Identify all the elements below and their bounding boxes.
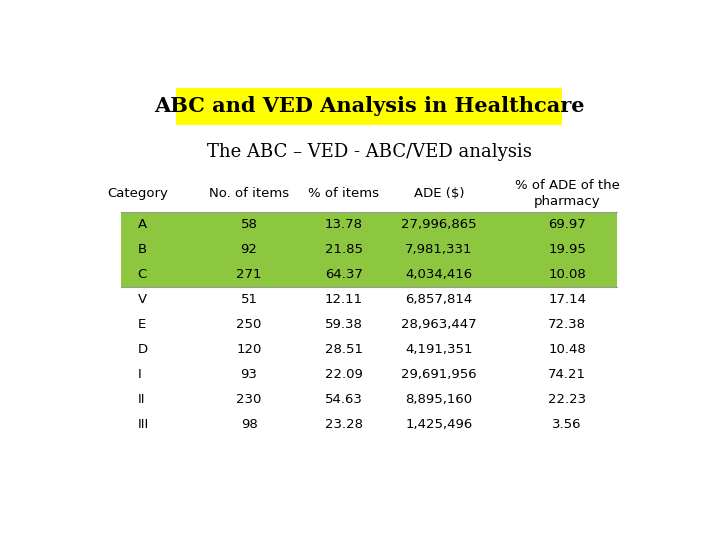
Text: 59.38: 59.38 — [325, 318, 363, 331]
FancyBboxPatch shape — [121, 262, 617, 287]
Text: 74.21: 74.21 — [548, 368, 586, 381]
Text: 4,191,351: 4,191,351 — [405, 343, 472, 356]
Text: II: II — [138, 393, 145, 406]
Text: % of items: % of items — [308, 187, 379, 200]
Text: 22.09: 22.09 — [325, 368, 363, 381]
Text: 29,691,956: 29,691,956 — [401, 368, 477, 381]
Text: 3.56: 3.56 — [552, 418, 582, 431]
Text: 8,895,160: 8,895,160 — [405, 393, 472, 406]
Text: 12.11: 12.11 — [325, 293, 363, 306]
FancyBboxPatch shape — [121, 238, 617, 262]
Text: 22.23: 22.23 — [548, 393, 586, 406]
Text: 98: 98 — [240, 418, 258, 431]
Text: 120: 120 — [236, 343, 261, 356]
Text: 10.48: 10.48 — [548, 343, 586, 356]
Text: Category: Category — [107, 187, 168, 200]
Text: 72.38: 72.38 — [548, 318, 586, 331]
Text: 92: 92 — [240, 244, 258, 256]
Text: 4,034,416: 4,034,416 — [405, 268, 472, 281]
Text: I: I — [138, 368, 141, 381]
Text: 1,425,496: 1,425,496 — [405, 418, 472, 431]
FancyBboxPatch shape — [121, 387, 617, 412]
Text: 58: 58 — [240, 218, 258, 231]
Text: D: D — [138, 343, 148, 356]
Text: ADE ($): ADE ($) — [413, 187, 464, 200]
Text: 10.08: 10.08 — [548, 268, 586, 281]
Text: No. of items: No. of items — [209, 187, 289, 200]
Text: B: B — [138, 244, 147, 256]
Text: E: E — [138, 318, 145, 331]
Text: 64.37: 64.37 — [325, 268, 363, 281]
Text: The ABC – VED - ABC/VED analysis: The ABC – VED - ABC/VED analysis — [207, 143, 531, 161]
Text: C: C — [138, 268, 147, 281]
Text: 69.97: 69.97 — [548, 218, 586, 231]
Text: 7,981,331: 7,981,331 — [405, 244, 472, 256]
FancyBboxPatch shape — [121, 337, 617, 362]
Text: 28,963,447: 28,963,447 — [401, 318, 477, 331]
Text: 23.28: 23.28 — [325, 418, 363, 431]
Text: 230: 230 — [236, 393, 261, 406]
FancyBboxPatch shape — [121, 312, 617, 337]
Text: 250: 250 — [236, 318, 261, 331]
Text: 93: 93 — [240, 368, 258, 381]
FancyBboxPatch shape — [121, 412, 617, 437]
Text: III: III — [138, 418, 149, 431]
FancyBboxPatch shape — [121, 287, 617, 312]
Text: 6,857,814: 6,857,814 — [405, 293, 472, 306]
Text: ABC and VED Analysis in Healthcare: ABC and VED Analysis in Healthcare — [154, 96, 584, 117]
FancyBboxPatch shape — [176, 87, 562, 125]
Text: A: A — [138, 218, 147, 231]
FancyBboxPatch shape — [121, 362, 617, 387]
Text: 51: 51 — [240, 293, 258, 306]
Text: 19.95: 19.95 — [548, 244, 586, 256]
Text: 271: 271 — [236, 268, 262, 281]
FancyBboxPatch shape — [121, 212, 617, 238]
Text: V: V — [138, 293, 147, 306]
Text: 21.85: 21.85 — [325, 244, 363, 256]
Text: 17.14: 17.14 — [548, 293, 586, 306]
Text: 54.63: 54.63 — [325, 393, 363, 406]
Text: 27,996,865: 27,996,865 — [401, 218, 477, 231]
Text: % of ADE of the
pharmacy: % of ADE of the pharmacy — [515, 179, 619, 208]
Text: 13.78: 13.78 — [325, 218, 363, 231]
Text: 28.51: 28.51 — [325, 343, 363, 356]
